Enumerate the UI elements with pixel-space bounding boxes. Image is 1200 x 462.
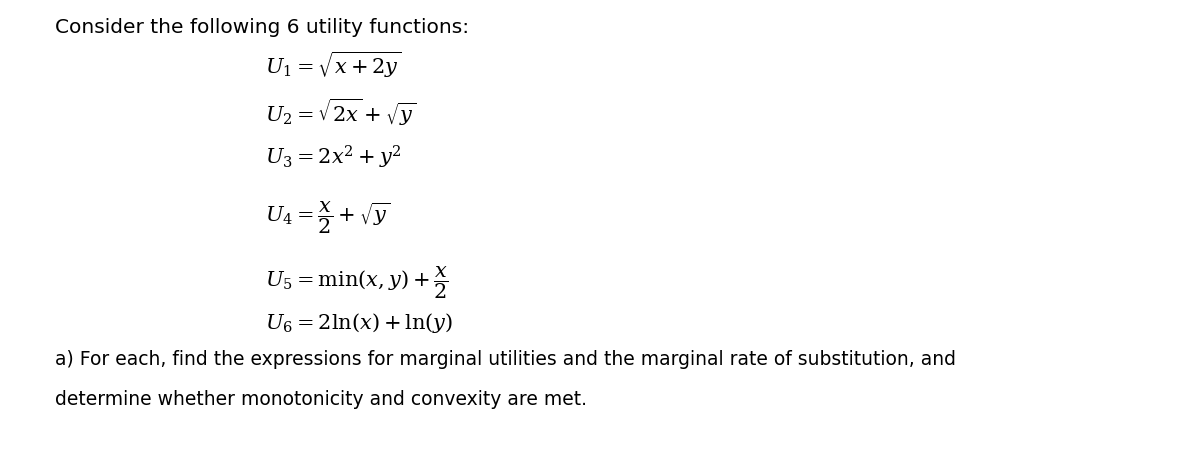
Text: $U_4 = \dfrac{x}{2} + \sqrt{y}$: $U_4 = \dfrac{x}{2} + \sqrt{y}$ <box>265 199 390 236</box>
Text: a) For each, find the expressions for marginal utilities and the marginal rate o: a) For each, find the expressions for ma… <box>55 350 956 369</box>
Text: $U_5 = \min(x, y) + \dfrac{x}{2}$: $U_5 = \min(x, y) + \dfrac{x}{2}$ <box>265 264 449 300</box>
Text: Consider the following 6 utility functions:: Consider the following 6 utility functio… <box>55 18 469 37</box>
Text: $U_1 = \sqrt{x + 2y}$: $U_1 = \sqrt{x + 2y}$ <box>265 50 401 80</box>
Text: determine whether monotonicity and convexity are met.: determine whether monotonicity and conve… <box>55 390 587 409</box>
Text: $U_6 = 2\ln(x) + \ln(y)$: $U_6 = 2\ln(x) + \ln(y)$ <box>265 311 454 335</box>
Text: $U_2 = \sqrt{2x} + \sqrt{y}$: $U_2 = \sqrt{2x} + \sqrt{y}$ <box>265 97 416 128</box>
Text: $U_3 = 2x^2 + y^2$: $U_3 = 2x^2 + y^2$ <box>265 144 402 171</box>
